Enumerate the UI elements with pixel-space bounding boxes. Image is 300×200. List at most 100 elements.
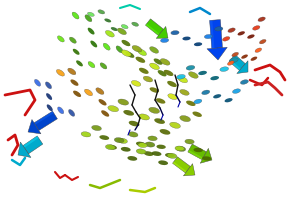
Ellipse shape	[202, 156, 211, 161]
Ellipse shape	[220, 67, 229, 71]
Ellipse shape	[168, 94, 177, 100]
Ellipse shape	[76, 60, 83, 66]
Ellipse shape	[136, 142, 146, 146]
Ellipse shape	[138, 143, 147, 148]
Polygon shape	[210, 20, 214, 48]
Ellipse shape	[154, 118, 165, 124]
Ellipse shape	[154, 58, 163, 65]
Ellipse shape	[150, 63, 159, 70]
Ellipse shape	[68, 109, 75, 116]
Ellipse shape	[121, 25, 128, 29]
Ellipse shape	[118, 28, 126, 35]
Ellipse shape	[128, 132, 138, 137]
Ellipse shape	[129, 121, 140, 126]
Ellipse shape	[158, 70, 167, 76]
Ellipse shape	[118, 99, 129, 105]
Ellipse shape	[145, 142, 155, 147]
Ellipse shape	[104, 19, 111, 22]
Ellipse shape	[171, 31, 179, 35]
Ellipse shape	[138, 49, 146, 56]
Ellipse shape	[232, 89, 241, 93]
Ellipse shape	[121, 147, 131, 152]
Ellipse shape	[255, 48, 262, 52]
Ellipse shape	[122, 40, 130, 46]
Ellipse shape	[101, 110, 109, 117]
Ellipse shape	[139, 114, 149, 120]
Ellipse shape	[215, 27, 223, 31]
Ellipse shape	[99, 135, 109, 140]
Polygon shape	[23, 136, 39, 148]
Ellipse shape	[160, 59, 170, 65]
Polygon shape	[172, 162, 187, 173]
Ellipse shape	[98, 10, 105, 14]
Ellipse shape	[68, 68, 76, 75]
Ellipse shape	[85, 15, 92, 22]
Ellipse shape	[111, 27, 118, 31]
Ellipse shape	[125, 52, 134, 58]
Ellipse shape	[88, 28, 94, 35]
Ellipse shape	[156, 98, 165, 104]
Ellipse shape	[73, 91, 81, 97]
Ellipse shape	[194, 42, 202, 46]
Ellipse shape	[87, 12, 94, 16]
Polygon shape	[200, 148, 212, 163]
Ellipse shape	[186, 65, 195, 70]
Ellipse shape	[57, 36, 64, 42]
Ellipse shape	[105, 30, 114, 37]
Ellipse shape	[250, 57, 257, 61]
Ellipse shape	[210, 76, 219, 80]
Ellipse shape	[225, 98, 232, 102]
Ellipse shape	[92, 125, 101, 131]
Ellipse shape	[34, 79, 40, 86]
Ellipse shape	[103, 43, 110, 50]
Polygon shape	[229, 55, 245, 70]
Polygon shape	[210, 20, 223, 48]
Ellipse shape	[170, 122, 180, 128]
Ellipse shape	[139, 68, 149, 74]
Ellipse shape	[253, 26, 260, 30]
Ellipse shape	[164, 70, 173, 76]
Ellipse shape	[228, 28, 235, 32]
Ellipse shape	[227, 61, 234, 65]
Ellipse shape	[136, 57, 145, 63]
Ellipse shape	[186, 101, 196, 106]
Ellipse shape	[180, 116, 190, 122]
Ellipse shape	[232, 52, 238, 57]
Polygon shape	[28, 119, 41, 134]
Ellipse shape	[188, 72, 198, 78]
Ellipse shape	[193, 112, 202, 117]
Ellipse shape	[144, 151, 154, 156]
Ellipse shape	[136, 149, 146, 154]
Ellipse shape	[72, 12, 79, 19]
Ellipse shape	[177, 74, 185, 79]
Ellipse shape	[123, 110, 134, 116]
Ellipse shape	[175, 146, 184, 151]
Ellipse shape	[182, 37, 190, 40]
Ellipse shape	[84, 89, 93, 96]
Ellipse shape	[90, 41, 97, 47]
Ellipse shape	[213, 94, 221, 98]
Ellipse shape	[178, 76, 188, 83]
Ellipse shape	[165, 153, 174, 157]
Ellipse shape	[157, 145, 166, 149]
Ellipse shape	[152, 151, 161, 156]
Ellipse shape	[105, 145, 115, 150]
Ellipse shape	[230, 58, 238, 62]
Ellipse shape	[128, 156, 137, 161]
Ellipse shape	[247, 34, 255, 39]
Ellipse shape	[96, 88, 104, 94]
Ellipse shape	[160, 129, 170, 135]
Ellipse shape	[107, 145, 117, 150]
Ellipse shape	[56, 69, 64, 76]
Ellipse shape	[114, 138, 124, 143]
Ellipse shape	[202, 90, 210, 95]
Ellipse shape	[176, 146, 186, 151]
Ellipse shape	[58, 107, 64, 114]
Ellipse shape	[116, 46, 123, 53]
Ellipse shape	[167, 153, 177, 158]
Polygon shape	[229, 60, 241, 70]
Ellipse shape	[45, 82, 52, 89]
Ellipse shape	[150, 87, 159, 93]
Polygon shape	[146, 24, 160, 36]
Ellipse shape	[148, 136, 157, 141]
